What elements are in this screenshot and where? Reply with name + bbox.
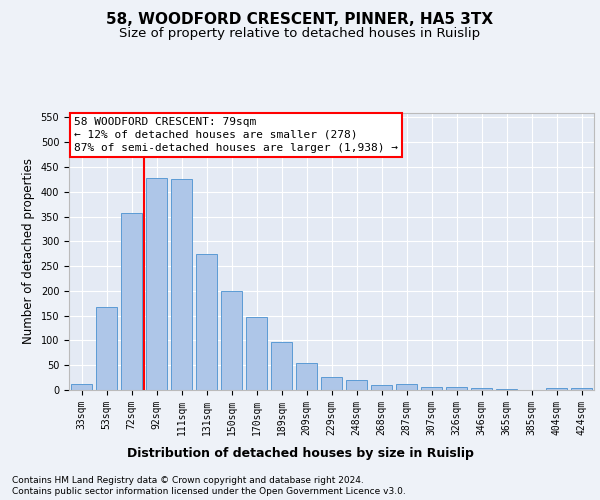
Text: Contains public sector information licensed under the Open Government Licence v3: Contains public sector information licen…	[12, 488, 406, 496]
Bar	[496, 388, 517, 390]
Bar	[121, 213, 142, 390]
Bar	[171, 180, 192, 390]
Bar	[421, 386, 442, 390]
Bar	[271, 342, 292, 390]
Text: 58 WOODFORD CRESCENT: 79sqm
← 12% of detached houses are smaller (278)
87% of se: 58 WOODFORD CRESCENT: 79sqm ← 12% of det…	[74, 116, 398, 153]
Bar	[196, 254, 217, 390]
Bar	[221, 291, 242, 390]
Bar	[371, 384, 392, 390]
Bar	[446, 387, 467, 390]
Bar	[471, 388, 492, 390]
Bar	[571, 388, 592, 390]
Bar	[396, 384, 417, 390]
Bar	[146, 178, 167, 390]
Y-axis label: Number of detached properties: Number of detached properties	[22, 158, 35, 344]
Text: Contains HM Land Registry data © Crown copyright and database right 2024.: Contains HM Land Registry data © Crown c…	[12, 476, 364, 485]
Bar	[321, 376, 342, 390]
Text: 58, WOODFORD CRESCENT, PINNER, HA5 3TX: 58, WOODFORD CRESCENT, PINNER, HA5 3TX	[106, 12, 494, 28]
Bar	[96, 306, 117, 390]
Text: Distribution of detached houses by size in Ruislip: Distribution of detached houses by size …	[127, 448, 473, 460]
Bar	[246, 316, 267, 390]
Text: Size of property relative to detached houses in Ruislip: Size of property relative to detached ho…	[119, 28, 481, 40]
Bar	[346, 380, 367, 390]
Bar	[71, 384, 92, 390]
Bar	[296, 362, 317, 390]
Bar	[546, 388, 567, 390]
